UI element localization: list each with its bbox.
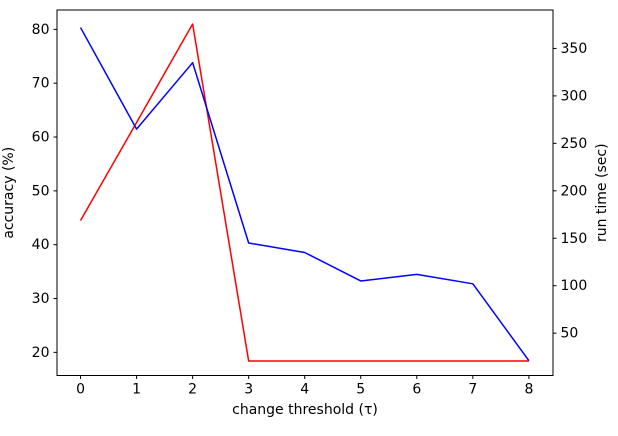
y-left-tick-label: 60 [32,130,50,146]
x-axis-label: change threshold (τ) [232,402,378,418]
left-y-axis-label: accuracy (%) [1,147,17,239]
y-left-tick-label: 40 [32,237,50,253]
y-right-tick-label: 100 [561,278,588,294]
y-right-tick-label: 200 [561,183,588,199]
x-tick-label: 4 [300,382,309,398]
x-tick-label: 0 [76,382,85,398]
y-right-tick-label: 50 [561,326,579,342]
run-time-line [79,27,530,362]
x-tick-label: 5 [356,382,365,398]
y-left-tick-label: 80 [32,22,50,38]
y-right-tick-label: 250 [561,136,588,152]
accuracy-line [79,23,529,362]
x-tick-label: 1 [132,382,141,398]
right-y-axis-label: run time (sec) [594,143,610,242]
y-left-tick-label: 30 [32,291,50,307]
x-tick-label: 6 [412,382,421,398]
y-left-tick-label: 70 [32,76,50,92]
x-tick-label: 3 [244,382,253,398]
y-right-tick-label: 150 [561,231,588,247]
x-tick-label: 8 [524,382,533,398]
y-right-tick-label: 300 [561,88,588,104]
x-tick-label: 7 [468,382,477,398]
y-right-tick-label: 350 [561,41,588,57]
y-left-tick-label: 20 [32,345,50,361]
x-tick-label: 2 [188,382,197,398]
y-left-tick-label: 50 [32,183,50,199]
